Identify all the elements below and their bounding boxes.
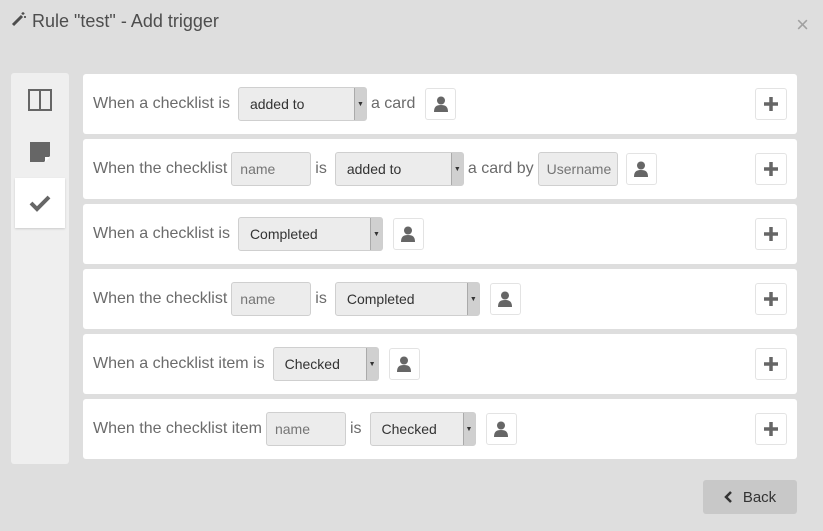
- checklist-name-input[interactable]: [231, 152, 312, 186]
- trigger-category-sidebar: [11, 73, 69, 464]
- user-filter-button[interactable]: [489, 283, 521, 315]
- trigger-row: When a checklist is Completed ▼: [83, 204, 797, 264]
- user-filter-button[interactable]: [485, 413, 517, 445]
- state-select[interactable]: Completed ▼: [334, 282, 480, 316]
- select-value: Checked: [381, 421, 437, 437]
- trigger-row: When the checklist is added to ▼ a card b…: [83, 139, 797, 199]
- add-trigger-button[interactable]: [755, 283, 787, 315]
- dropdown-arrow-icon: ▼: [450, 153, 463, 185]
- trigger-text: is: [315, 160, 327, 177]
- user-icon: [401, 226, 416, 242]
- username-input[interactable]: [537, 152, 618, 186]
- chevron-left-icon: [724, 491, 732, 503]
- user-filter-button[interactable]: [425, 88, 457, 120]
- magic-wand-icon: [11, 11, 27, 32]
- trigger-text: is: [349, 420, 362, 437]
- plus-icon: [764, 422, 778, 436]
- user-icon: [634, 161, 649, 177]
- select-value: Completed: [249, 226, 318, 242]
- user-icon: [498, 291, 513, 307]
- trigger-text: When a checklist item is: [93, 355, 265, 372]
- trigger-row: When the checklist item is Checked ▼: [83, 399, 797, 459]
- plus-icon: [764, 292, 778, 306]
- dropdown-arrow-icon: ▼: [353, 88, 366, 120]
- select-value: added to: [346, 161, 402, 177]
- trigger-text: a card: [370, 95, 416, 112]
- plus-icon: [764, 227, 778, 241]
- sidebar-item-card[interactable]: [15, 127, 65, 177]
- user-filter-button[interactable]: [392, 218, 424, 250]
- user-icon: [397, 356, 412, 372]
- checklist-name-input[interactable]: [231, 282, 312, 316]
- user-filter-button[interactable]: [388, 348, 420, 380]
- trigger-text: When a checklist is: [93, 95, 230, 112]
- select-value: Checked: [284, 356, 340, 372]
- add-trigger-button[interactable]: [755, 153, 787, 185]
- trigger-row: When a checklist item is Checked ▼: [83, 334, 797, 394]
- dropdown-arrow-icon: ▼: [365, 348, 378, 380]
- plus-icon: [764, 162, 778, 176]
- add-trigger-button[interactable]: [755, 348, 787, 380]
- action-select[interactable]: added to ▼: [237, 87, 367, 121]
- back-label: Back: [742, 488, 777, 506]
- select-value: Completed: [346, 291, 415, 307]
- trigger-text: When the checklist item: [93, 420, 262, 437]
- add-trigger-button[interactable]: [755, 218, 787, 250]
- user-icon: [494, 421, 509, 437]
- add-trigger-button[interactable]: [755, 88, 787, 120]
- sidebar-item-checklist[interactable]: [15, 178, 65, 228]
- user-filter-button[interactable]: [625, 153, 657, 185]
- trigger-text: When the checklist: [93, 290, 228, 307]
- item-state-select[interactable]: Checked ▼: [272, 347, 379, 381]
- trigger-text: When the checklist: [93, 160, 228, 177]
- user-icon: [433, 96, 448, 112]
- item-state-select[interactable]: Checked ▼: [369, 412, 476, 446]
- dropdown-arrow-icon: ▼: [462, 413, 475, 445]
- columns-icon: [28, 89, 52, 111]
- sidebar-item-board[interactable]: [15, 75, 65, 125]
- trigger-row: When the checklist is Completed ▼: [83, 269, 797, 329]
- card-icon: [30, 142, 50, 162]
- add-trigger-button[interactable]: [755, 413, 787, 445]
- trigger-text: When a checklist is: [93, 225, 230, 242]
- trigger-text: a card by: [467, 160, 534, 177]
- close-button[interactable]: ×: [796, 12, 809, 37]
- dropdown-arrow-icon: ▼: [466, 283, 479, 315]
- plus-icon: [764, 357, 778, 371]
- trigger-row: When a checklist is added to ▼ a card: [83, 74, 797, 134]
- dropdown-arrow-icon: ▼: [369, 218, 382, 250]
- checklist-item-name-input[interactable]: [265, 412, 346, 446]
- trigger-text: is: [315, 290, 327, 307]
- check-icon: [29, 195, 51, 212]
- select-value: added to: [249, 96, 305, 112]
- state-select[interactable]: Completed ▼: [237, 217, 383, 251]
- back-button[interactable]: Back: [703, 480, 797, 514]
- action-select[interactable]: added to ▼: [334, 152, 464, 186]
- plus-icon: [764, 97, 778, 111]
- dialog-title: Rule "test" - Add trigger: [11, 11, 219, 32]
